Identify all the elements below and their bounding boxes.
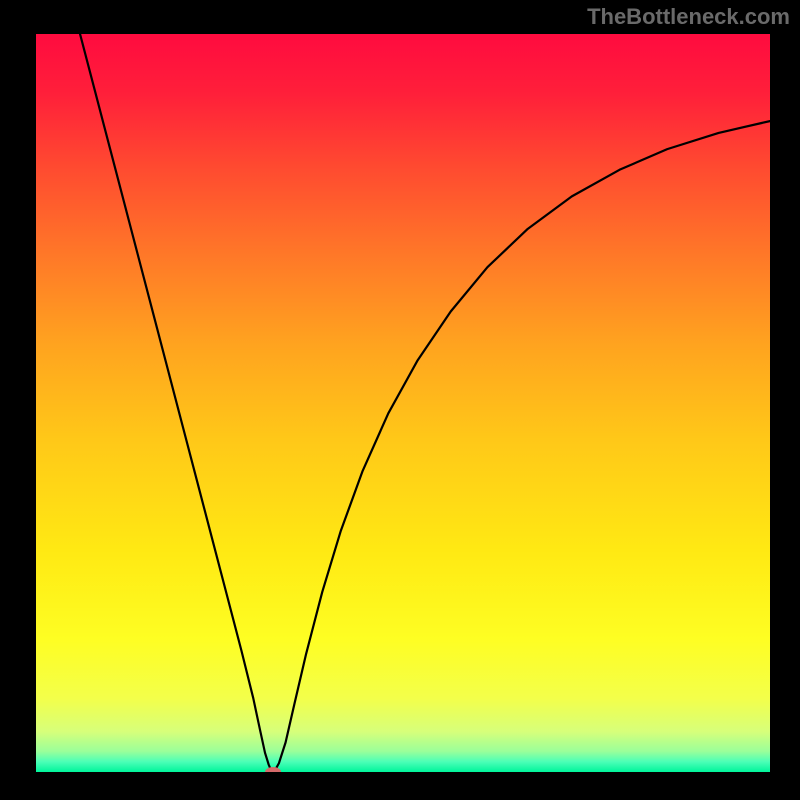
- bottleneck-curve: [80, 34, 770, 772]
- chart-stage: TheBottleneck.com: [0, 0, 800, 800]
- bottleneck-curve-layer: [36, 34, 770, 772]
- plot-area: [36, 34, 770, 772]
- min-marker: [265, 767, 281, 772]
- watermark-label: TheBottleneck.com: [587, 4, 790, 30]
